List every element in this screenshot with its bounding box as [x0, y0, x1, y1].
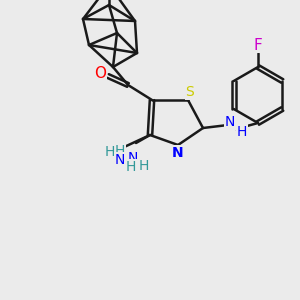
- Text: N: N: [128, 151, 138, 165]
- Text: H: H: [115, 144, 125, 158]
- Text: F: F: [254, 38, 262, 52]
- Text: H: H: [237, 125, 247, 139]
- Text: H: H: [105, 145, 115, 159]
- Text: N: N: [225, 115, 235, 129]
- Text: H: H: [126, 160, 136, 174]
- Text: H: H: [139, 159, 149, 173]
- Text: N: N: [115, 153, 125, 167]
- Text: S: S: [186, 85, 194, 99]
- Text: N: N: [172, 146, 184, 160]
- Text: O: O: [94, 65, 106, 80]
